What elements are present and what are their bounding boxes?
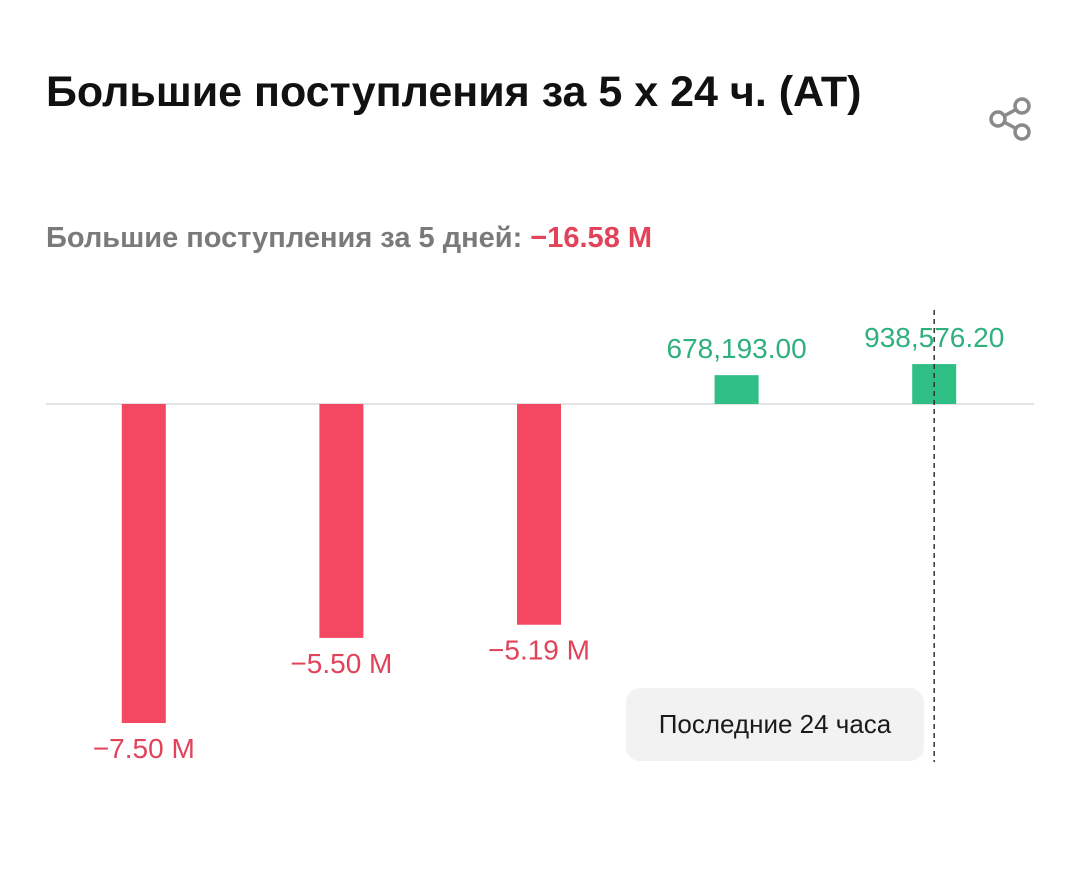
bar-value-label: −5.19 M	[488, 635, 590, 666]
bar[interactable]	[121, 404, 166, 723]
tooltip-label: Последние 24 часа	[658, 709, 892, 739]
bar-value-label: −7.50 M	[93, 733, 195, 764]
share-button[interactable]	[986, 96, 1034, 142]
last-24h-tooltip: Последние 24 часа	[626, 688, 924, 761]
summary-line: Большие поступления за 5 дней: −16.58 M	[46, 222, 652, 255]
bar[interactable]	[517, 404, 561, 625]
share-icon	[989, 97, 1031, 141]
summary-label: Большие поступления за 5 дней:	[46, 222, 523, 254]
bar[interactable]	[319, 404, 364, 638]
bar-value-label: 678,193.00	[667, 333, 807, 364]
bar-value-label: −5.50 M	[290, 648, 392, 679]
bar[interactable]	[714, 375, 759, 404]
summary-value: −16.58 M	[530, 222, 653, 254]
page-title: Большие поступления за 5 x 24 ч. (AT)	[46, 68, 862, 116]
